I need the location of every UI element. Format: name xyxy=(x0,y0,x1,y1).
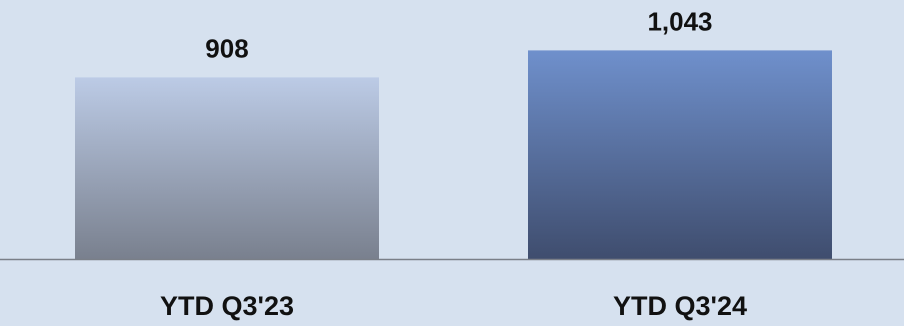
data-label-ytd-q3-24: 1,043 xyxy=(647,6,712,36)
category-label-ytd-q3-23: YTD Q3'23 xyxy=(160,291,294,321)
data-label-ytd-q3-23: 908 xyxy=(205,33,248,63)
bar-ytd-q3-24 xyxy=(528,50,832,260)
bar-ytd-q3-23 xyxy=(75,77,379,260)
category-label-ytd-q3-24: YTD Q3'24 xyxy=(613,291,747,321)
